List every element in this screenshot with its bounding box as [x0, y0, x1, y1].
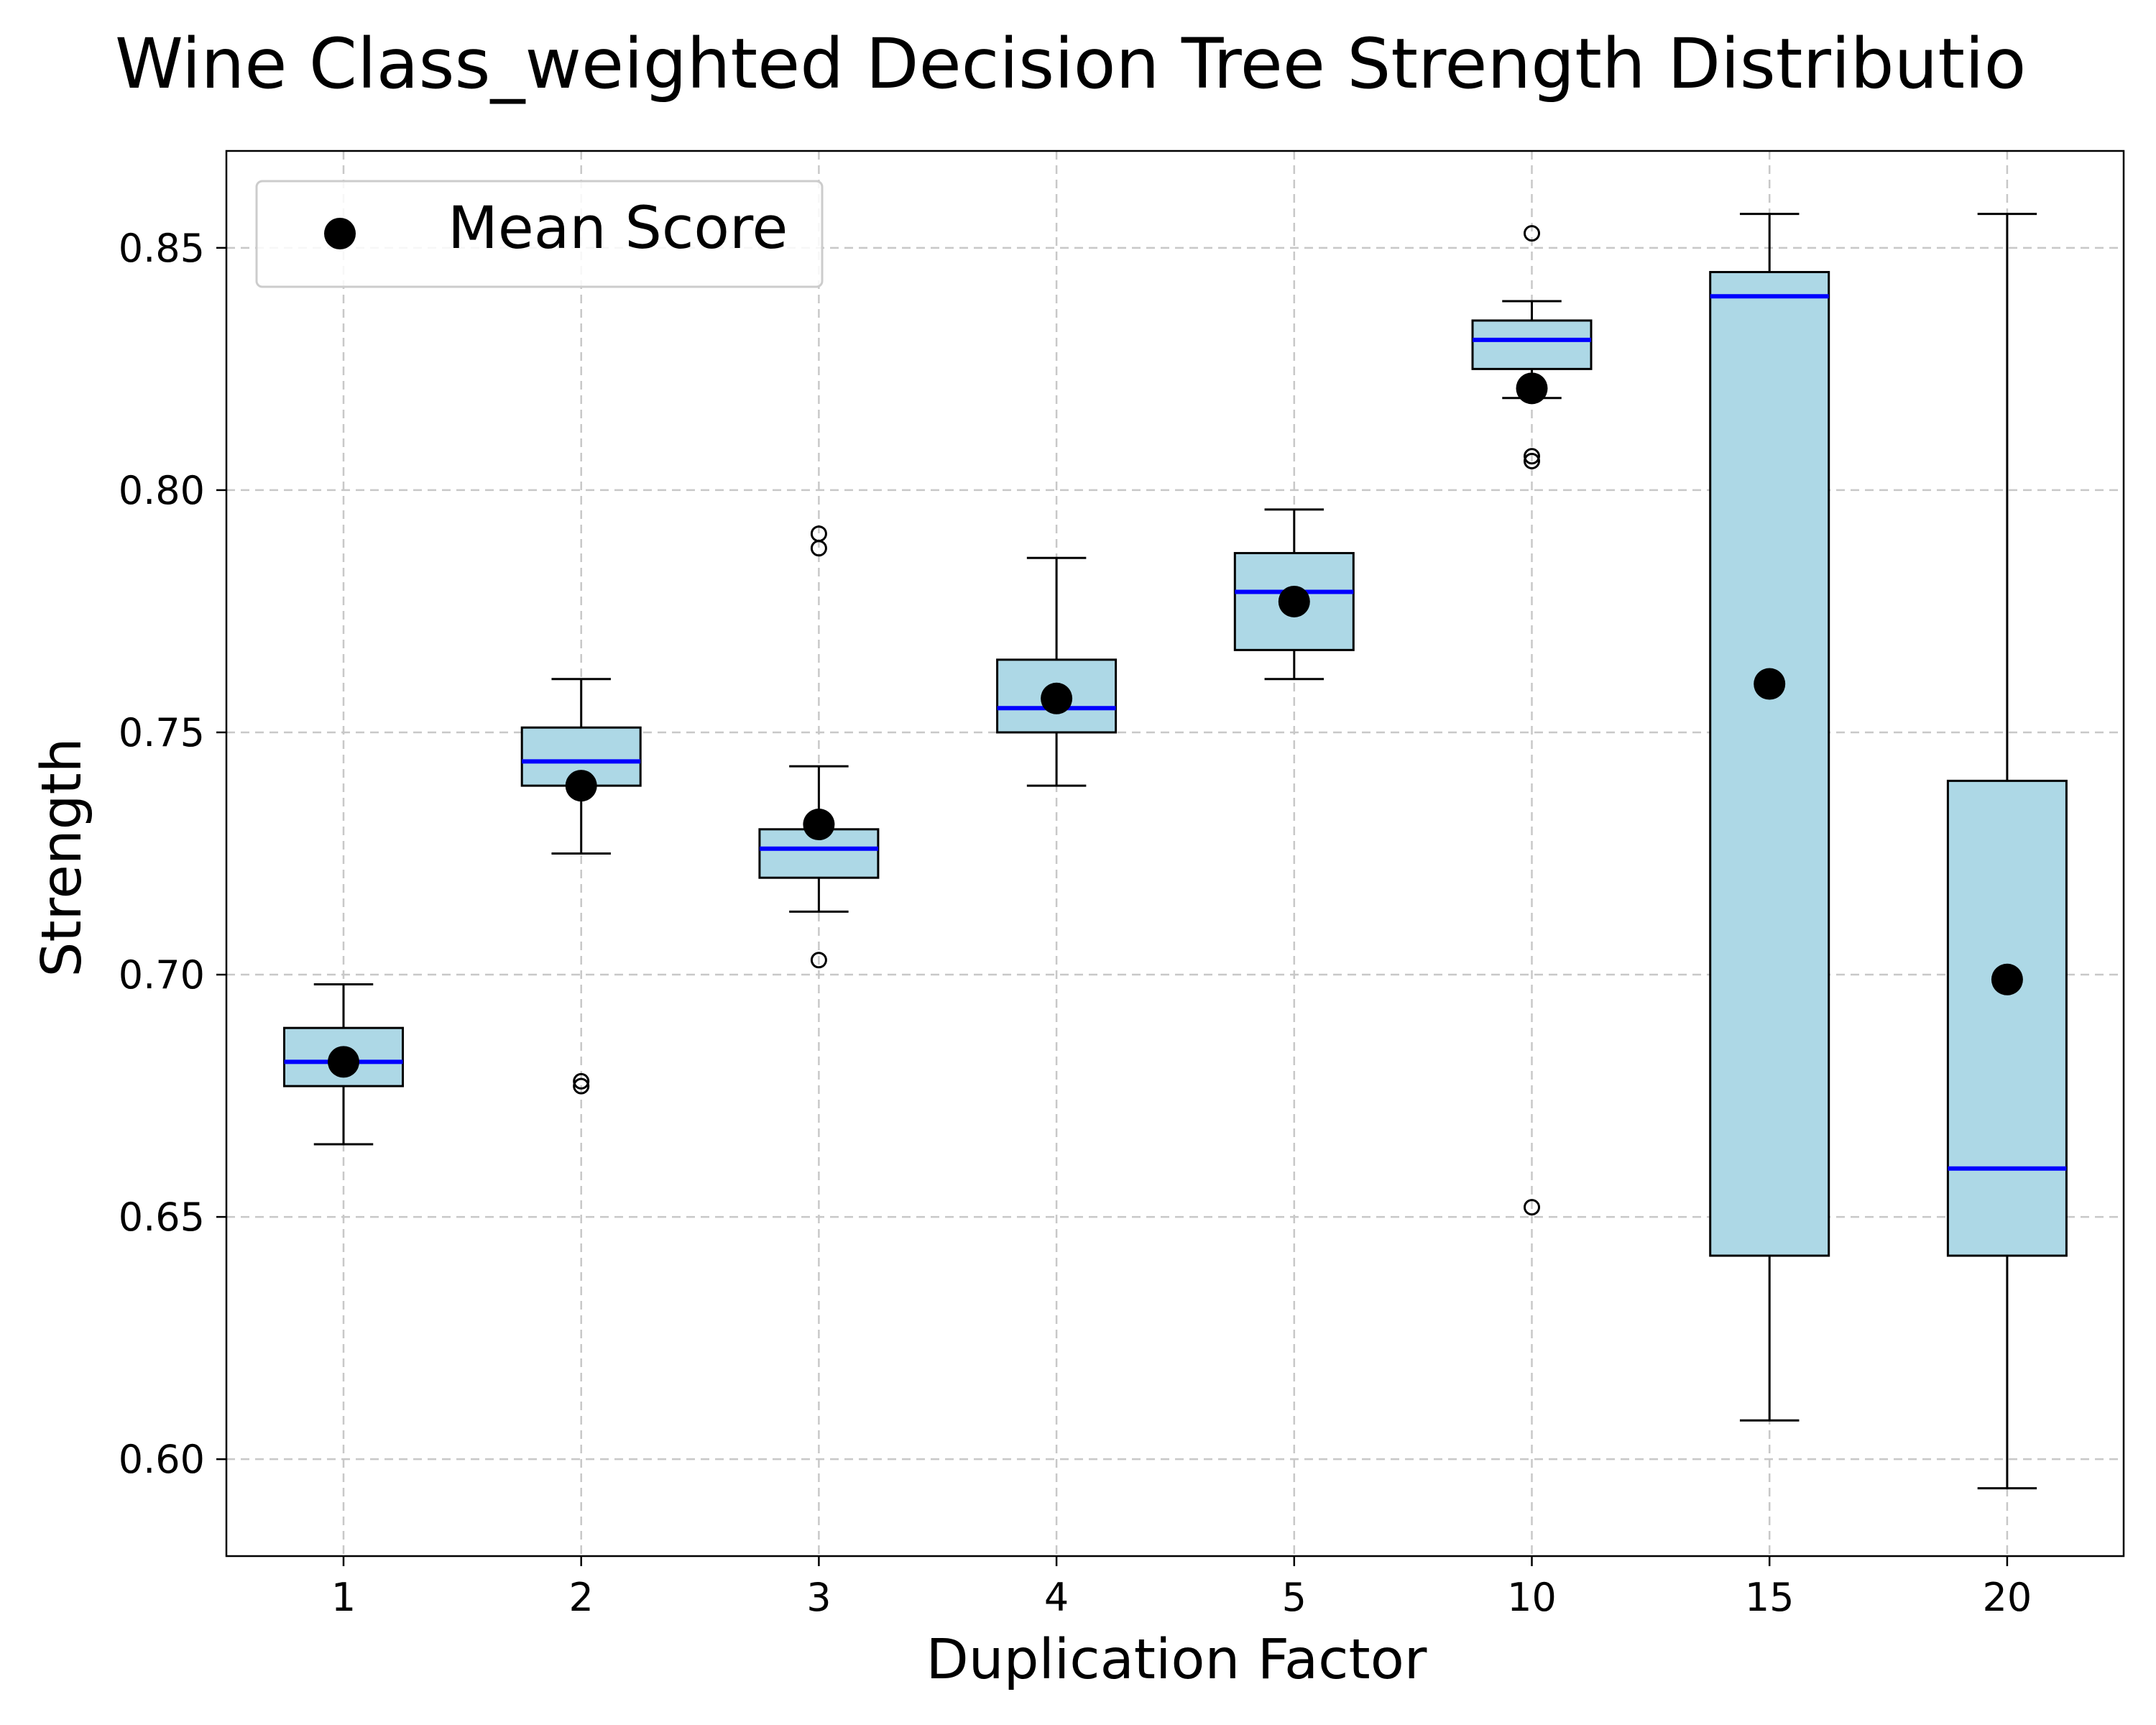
outlier-point: [1524, 1199, 1540, 1216]
chart-title: Wine Class_weighted Decision Tree Streng…: [115, 24, 2026, 104]
mean-marker: [565, 770, 597, 802]
y-tick-label: 0.70: [119, 952, 205, 998]
box-4: [996, 556, 1118, 787]
mean-marker: [1991, 963, 2023, 995]
box-body: [1233, 552, 1355, 651]
box-body: [1471, 319, 1593, 370]
x-tick-label: 2: [569, 1575, 594, 1620]
mean-marker: [1754, 668, 1786, 700]
plot-frame: [225, 150, 2125, 1558]
legend-mean-marker: [324, 218, 356, 249]
outlier-point: [573, 1077, 590, 1095]
x-tick-label: 10: [1507, 1575, 1557, 1620]
y-tick-label: 0.60: [119, 1437, 205, 1482]
axis-ticks: 0.60 0.65 0.70 0.75 0.80 0.85 1 2 3 4 5 10 15 20: [119, 226, 2032, 1620]
boxes: [283, 213, 2068, 1490]
outlier-point: [1524, 452, 1540, 469]
box-2: [520, 678, 642, 1095]
outlier-point: [810, 540, 827, 557]
x-tick-label: 1: [331, 1575, 356, 1620]
box-1: [283, 983, 404, 1146]
box-body: [1709, 271, 1830, 1257]
x-axis-label: Duplication Factor: [926, 1628, 1427, 1692]
box-5: [1233, 508, 1355, 681]
box-15: [1709, 213, 1830, 1422]
y-tick-label: 0.65: [119, 1195, 205, 1240]
legend-label-mean-score: Mean Score: [448, 195, 788, 262]
outlier-point: [1524, 448, 1540, 465]
y-tick-label: 0.75: [119, 710, 205, 755]
legend: Mean Score: [255, 180, 824, 288]
x-tick-label: 3: [806, 1575, 831, 1620]
box-3: [758, 525, 880, 969]
mean-marker: [328, 1046, 359, 1078]
box-20: [1946, 213, 2068, 1490]
box-body: [1946, 779, 2068, 1257]
box-10: [1471, 225, 1593, 1216]
x-tick-label: 5: [1282, 1575, 1307, 1620]
mean-marker: [1516, 372, 1548, 405]
outlier-point: [810, 952, 827, 969]
outlier-point: [1524, 225, 1540, 242]
y-tick-label: 0.80: [119, 468, 205, 513]
x-tick-label: 20: [1983, 1575, 2032, 1620]
x-tick-label: 4: [1044, 1575, 1069, 1620]
y-axis-label: Strength: [30, 737, 94, 977]
outlier-point: [573, 1072, 590, 1090]
mean-marker: [1041, 682, 1073, 714]
mean-marker: [1278, 585, 1310, 617]
mean-marker: [803, 809, 835, 841]
legend-frame: [255, 180, 824, 288]
x-tick-label: 15: [1745, 1575, 1795, 1620]
y-tick-label: 0.85: [119, 226, 205, 271]
